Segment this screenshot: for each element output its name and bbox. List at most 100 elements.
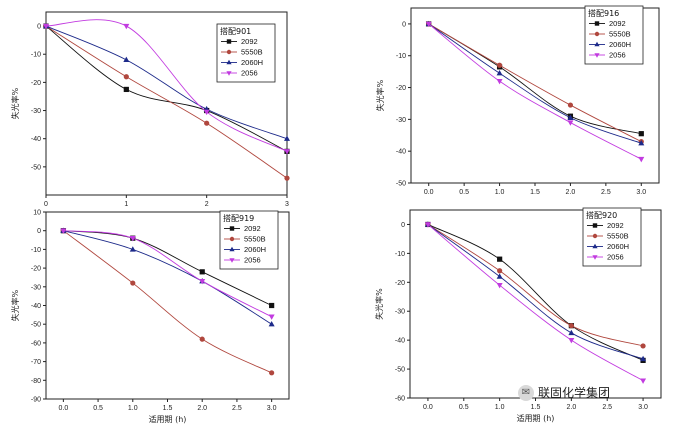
legend-box	[584, 5, 644, 65]
y-tick-label: -20	[31, 266, 41, 273]
data-point	[568, 329, 575, 336]
x-tick-label: 0.5	[459, 404, 469, 411]
legend-marker	[594, 21, 600, 26]
legend-label: 5550B	[607, 232, 629, 241]
chart-panel-4: 0 -10 -20 -30 -40 -50 -60 0.0 0.5 1.0 1.5 2.0 2.5 3.0…	[374, 207, 662, 423]
data-point	[203, 109, 210, 116]
data-point	[567, 120, 574, 126]
legend-box	[216, 23, 276, 83]
data-point	[638, 156, 645, 163]
legend-marker	[226, 71, 232, 76]
legend-marker	[226, 49, 232, 55]
y-tick-label: -50	[395, 367, 405, 374]
y-tick-label: -90	[31, 397, 41, 404]
series-line	[63, 230, 272, 306]
wechat-icon: ✉	[518, 384, 534, 401]
y-tick-label: -10	[396, 53, 406, 60]
legend-label: 2056	[241, 69, 258, 78]
y-tick-label: 0	[37, 24, 41, 31]
chart-panel-3: 10 0 -10 -20 -30 -40 -50 -60 -70 -80 -90 0.0 0.5 1.0 1…	[10, 210, 290, 424]
data-point	[129, 235, 136, 242]
y-tick-label: -50	[31, 322, 41, 329]
data-point	[424, 222, 431, 228]
data-point	[568, 323, 574, 329]
x-tick-label: 2.0	[566, 404, 576, 411]
legend-label: 5550B	[609, 30, 631, 39]
legend-marker	[592, 243, 598, 249]
x-axis-label: 适用期 (h)	[149, 414, 187, 424]
y-tick-label: -30	[31, 108, 41, 115]
data-point	[123, 74, 129, 80]
x-tick-label: 3	[285, 201, 289, 208]
legend-title: 搭配920	[586, 210, 617, 220]
x-tick-label: 2.5	[601, 189, 611, 196]
data-point	[640, 355, 647, 362]
data-point	[284, 149, 290, 155]
y-tick-label: -40	[31, 303, 41, 310]
data-point	[496, 62, 503, 68]
legend-marker	[226, 39, 232, 44]
data-point	[269, 302, 275, 309]
legend-label: 2056	[607, 253, 624, 262]
legend-marker	[229, 258, 235, 263]
series-line	[428, 23, 642, 144]
y-tick-label: -10	[395, 251, 405, 258]
legend-title: 搭配916	[588, 8, 619, 18]
x-tick-label: 3.0	[267, 405, 277, 412]
y-tick-label: 0	[401, 222, 405, 229]
legend-marker	[592, 223, 598, 228]
data-point	[638, 140, 645, 146]
data-point	[123, 56, 130, 63]
data-point	[567, 114, 574, 120]
legend-marker	[229, 246, 235, 252]
y-tick-label: -40	[395, 338, 405, 345]
data-point	[284, 175, 290, 181]
x-tick-label: 0.5	[93, 405, 103, 412]
x-tick-label: 2.5	[232, 405, 242, 412]
x-tick-label: 1.0	[128, 405, 138, 412]
legend-label: 2056	[609, 51, 626, 60]
y-axis-label: 失光率%	[374, 288, 384, 320]
watermark: ✉ 联固化学集团	[518, 384, 610, 401]
y-tick-label: -60	[395, 396, 405, 403]
data-point	[268, 314, 275, 320]
x-axis-label: 适用期 (h)	[517, 413, 555, 423]
x-tick-label: 1.5	[163, 405, 173, 412]
data-point	[567, 102, 574, 108]
series-2056	[43, 19, 290, 155]
legend-marker	[594, 53, 600, 58]
data-point	[60, 228, 67, 234]
legend-label: 2056	[244, 256, 261, 265]
y-tick-label: -10	[31, 52, 41, 59]
data-point	[497, 256, 503, 262]
y-tick-label: -20	[31, 80, 41, 87]
x-tick-label: 0	[44, 201, 48, 208]
data-point	[496, 78, 503, 85]
y-axis-label: 失光率%	[10, 289, 20, 321]
legend-label: 2060H	[607, 242, 629, 251]
series-line	[427, 224, 644, 382]
x-tick-label: 1.5	[531, 404, 541, 411]
data-point	[640, 378, 647, 384]
y-tick-label: 0	[402, 21, 406, 28]
legend-title: 搭配901	[220, 26, 251, 36]
legend-marker	[592, 255, 598, 260]
legend-box	[219, 210, 279, 270]
legend-box	[582, 207, 642, 267]
data-point	[425, 21, 432, 28]
data-point	[640, 343, 646, 349]
data-point	[130, 280, 136, 286]
data-point	[497, 268, 503, 274]
x-tick-label: 1.5	[530, 189, 540, 196]
series-line	[63, 230, 272, 318]
x-tick-label: 2	[205, 201, 209, 208]
y-tick-label: -40	[396, 149, 406, 156]
series-line	[427, 224, 644, 347]
x-tick-label: 2.0	[566, 189, 576, 196]
data-point	[496, 273, 503, 279]
x-tick-label: 3.0	[638, 404, 648, 411]
y-tick-label: -40	[31, 136, 41, 143]
y-tick-label: -70	[31, 359, 41, 366]
y-tick-label: -20	[396, 85, 406, 92]
legend-label: 2092	[607, 221, 624, 230]
